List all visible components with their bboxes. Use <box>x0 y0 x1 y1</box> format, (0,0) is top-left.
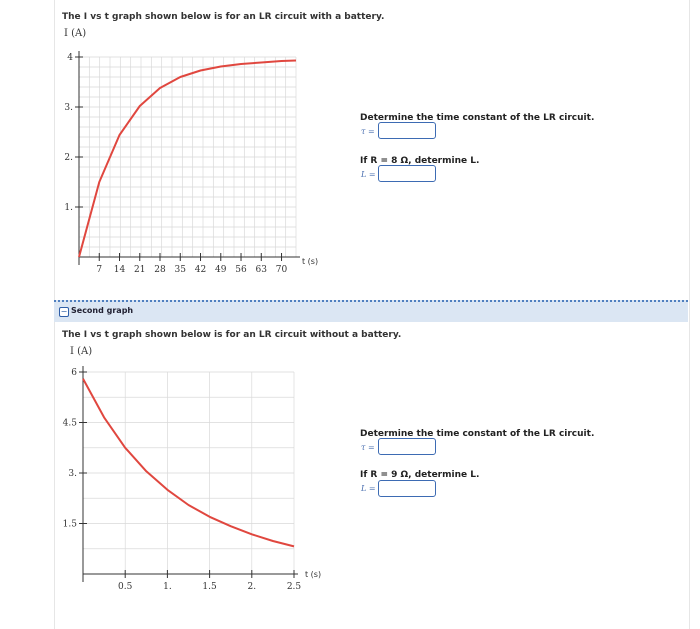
graph1-y-ticks: 1. 2. 3. 4 <box>64 53 83 213</box>
x-tick-label: 1.5 <box>202 582 217 592</box>
x-tick-label: 7 <box>96 265 102 275</box>
y-tick-label: 1.5 <box>63 520 78 530</box>
graph2-x-label: t (s) <box>305 570 321 579</box>
second-graph-section-header[interactable]: − Second graph <box>54 300 688 322</box>
graph1-intro: The I vs t graph shown below is for an L… <box>62 12 385 22</box>
graph1-tau-input[interactable] <box>378 122 436 139</box>
graph1-L-input[interactable] <box>378 165 436 182</box>
x-tick-label: 56 <box>235 265 247 275</box>
x-tick-label: 2.5 <box>287 582 302 592</box>
x-tick-label: 2. <box>248 582 257 592</box>
x-tick-label: 42 <box>195 265 206 275</box>
graph1-chart: 1. 2. 3. 4 7 14 21 28 35 42 49 56 63 70 t (s) <box>64 51 318 275</box>
x-tick-label: 1. <box>163 582 172 592</box>
graph2-q2-text: If R = 9 Ω, determine L. <box>360 470 480 480</box>
y-tick-label: 1. <box>64 203 73 213</box>
graph1-L-symbol: L = <box>361 170 376 179</box>
x-tick-label: 35 <box>175 265 187 275</box>
graph2-intro: The I vs t graph shown below is for an L… <box>62 330 402 340</box>
graph1-x-ticks: 7 14 21 28 35 42 49 56 63 70 <box>96 253 288 275</box>
graph2-grid <box>82 371 295 575</box>
x-tick-label: 70 <box>276 265 288 275</box>
y-tick-label: 2. <box>64 153 73 163</box>
graph2-q1-text: Determine the time constant of the LR ci… <box>360 429 595 439</box>
x-tick-label: 49 <box>215 265 227 275</box>
graph2-L-symbol: L = <box>361 484 376 493</box>
graph2-y-label: I (A) <box>70 346 93 357</box>
y-tick-label: 4 <box>67 53 73 63</box>
graph1-q2-text: If R = 8 Ω, determine L. <box>360 156 480 166</box>
x-tick-label: 14 <box>114 265 126 275</box>
graph2-tau-input[interactable] <box>378 438 436 455</box>
y-tick-label: 3. <box>68 469 77 479</box>
y-tick-label: 6 <box>71 368 77 378</box>
x-tick-label: 0.5 <box>118 582 133 592</box>
graph1-curve-series <box>78 59 297 258</box>
graph1-q1-text: Determine the time constant of the LR ci… <box>360 113 595 123</box>
y-tick-label: 4.5 <box>63 419 78 429</box>
graph2-x-ticks: 0.5 1. 1.5 2. 2.5 <box>118 570 301 592</box>
graph2-axes <box>82 366 298 582</box>
collapse-icon[interactable]: − <box>59 307 69 317</box>
graph2-L-input[interactable] <box>378 480 436 497</box>
x-tick-label: 63 <box>256 265 268 275</box>
section-title: Second graph <box>71 306 134 315</box>
x-tick-label: 21 <box>134 265 145 275</box>
graph1-axes <box>78 51 300 265</box>
graph1-y-label: I (A) <box>64 28 87 39</box>
y-tick-label: 3. <box>64 103 73 113</box>
graph2-tau-symbol: τ = <box>361 443 375 452</box>
x-tick-label: 28 <box>154 265 166 275</box>
graph1-tau-symbol: τ = <box>361 127 375 136</box>
graph2-y-ticks: 1.5 3. 4.5 6 <box>63 368 87 530</box>
graph1-x-label: t (s) <box>302 257 318 266</box>
graph2-curve-series <box>82 378 295 548</box>
